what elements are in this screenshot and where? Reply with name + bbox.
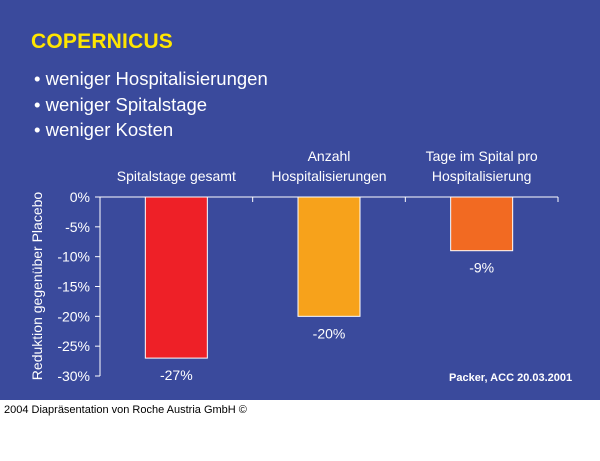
- slide-title: COPERNICUS: [31, 30, 174, 53]
- category-label: Hospitalisierung: [432, 168, 532, 184]
- y-tick-label: -5%: [65, 219, 90, 235]
- y-tick-label: -15%: [57, 279, 90, 295]
- bullet-item: weniger Kosten: [34, 117, 268, 143]
- category-label: Hospitalisierungen: [271, 168, 386, 184]
- category-label: Spitalstage gesamt: [117, 168, 236, 184]
- bullet-list: weniger Hospitalisierungen weniger Spita…: [34, 66, 268, 143]
- source-citation: Packer, ACC 20.03.2001: [449, 372, 573, 384]
- y-tick-label: -25%: [57, 338, 90, 354]
- slide: COPERNICUS weniger Hospitalisierungen we…: [0, 0, 600, 400]
- bullet-item: weniger Spitalstage: [34, 92, 268, 118]
- footer-copyright: 2004 Diapräsentation von Roche Austria G…: [4, 404, 247, 416]
- y-tick-label: 0%: [70, 189, 90, 205]
- bar: [450, 196, 514, 252]
- category-label: Tage im Spital pro: [426, 148, 538, 164]
- y-axis-label: Reduktion gegenüber Placebo: [29, 192, 45, 381]
- bar-value-label: -27%: [160, 367, 193, 383]
- bar: [144, 196, 208, 359]
- bullet-item: weniger Hospitalisierungen: [34, 66, 268, 92]
- bar-value-label: -9%: [469, 260, 494, 276]
- bar-value-label: -20%: [313, 325, 346, 341]
- y-tick-label: -20%: [57, 308, 90, 324]
- y-tick-label: -10%: [57, 249, 90, 265]
- bar-chart: 0% -5% -10% -15% -20% -25% -30% Reduktion gegen…: [29, 148, 559, 384]
- y-tick-label: -30%: [57, 368, 90, 384]
- category-label: Anzahl: [308, 148, 351, 164]
- bar: [297, 196, 361, 317]
